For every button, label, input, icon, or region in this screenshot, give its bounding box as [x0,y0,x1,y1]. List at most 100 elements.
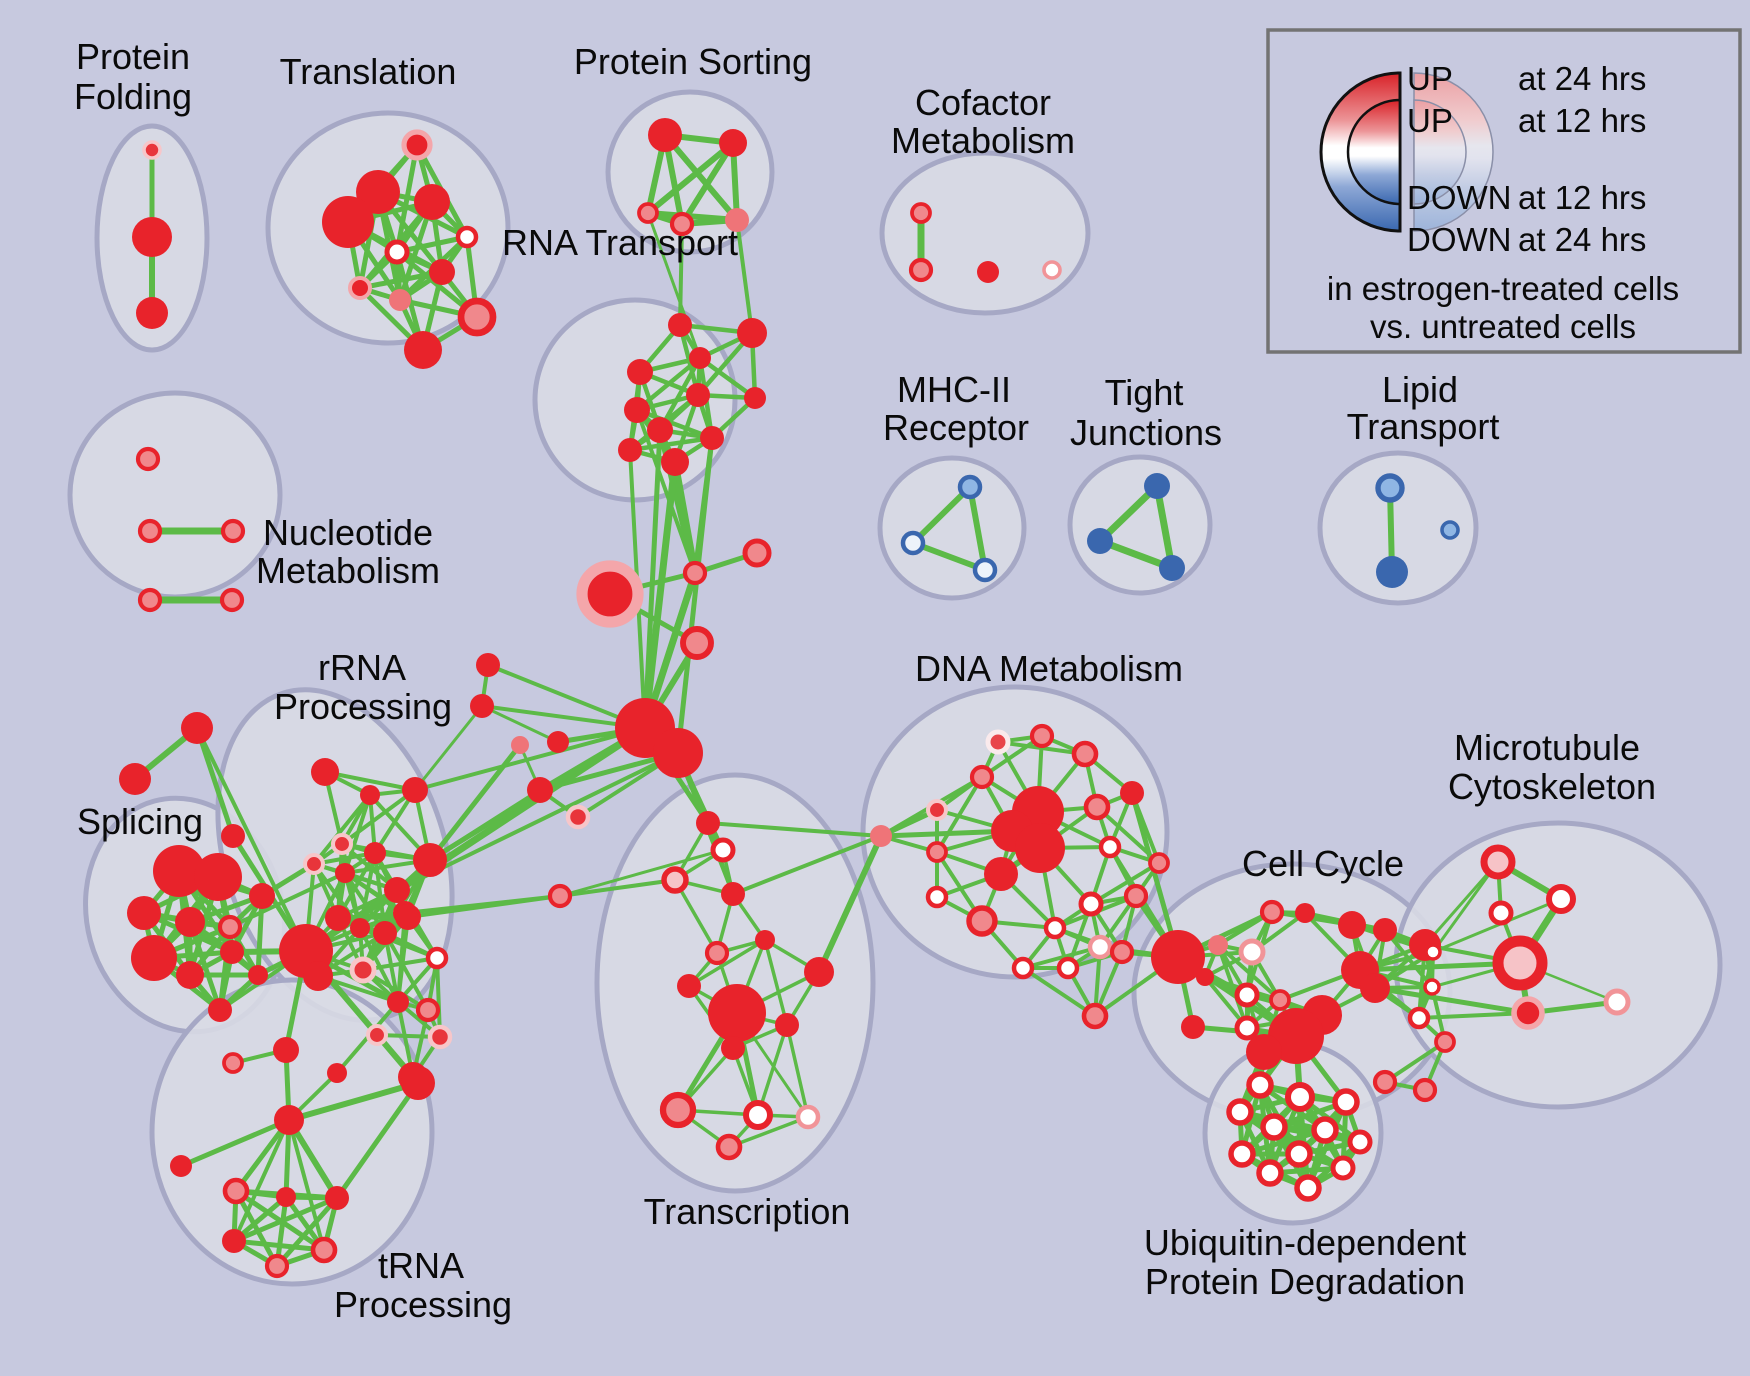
edge [816,833,884,975]
gene-node-tr1 [401,129,433,161]
edge [334,1080,421,1201]
edge [233,1188,280,1269]
edge [878,828,1015,839]
gene-node-cc2 [1259,899,1285,925]
gene-node-cc21 [1434,1031,1456,1053]
cluster-label-lipid-transport: Transport [1347,406,1500,447]
edge [231,1195,340,1244]
gene-node-s5 [527,777,553,803]
edge [1423,860,1500,947]
gene-node-cc16 [1268,1008,1324,1064]
gene-node-dc1 [870,825,892,847]
gene-node-tn2 [273,1037,299,1063]
gene-node-ts11 [721,1036,745,1060]
edge [1096,482,1161,545]
gene-node-nm2 [137,518,163,544]
cluster-label-mhc-ii: MHC-II [897,369,1011,410]
cluster-label-tight-junctions: Tight [1105,372,1184,413]
legend-time-label-1: at 12 hrs [1518,102,1646,139]
edge [731,834,883,896]
gene-node-sp2 [194,853,242,901]
gene-node-rt6 [624,397,650,423]
gene-node-mt2 [1546,884,1576,914]
gene-node-cf3 [977,261,999,283]
cluster-label-protein-folding: Protein [76,36,190,77]
edge [1372,985,1531,1016]
gene-node-tj3 [1159,555,1185,581]
gene-node-mt3 [1488,900,1514,926]
gene-node-ts10 [775,1013,799,1037]
gene-node-dm23 [1109,939,1135,965]
gene-node-ps5 [725,208,749,232]
gene-node-cc15 [1234,1015,1260,1041]
gene-node-sp1 [153,845,205,897]
edge [785,1023,810,1119]
edge [910,540,988,573]
edge [642,427,663,731]
cluster-label-mhc-ii: Receptor [883,407,1029,448]
gene-node-ps3 [637,202,659,224]
gene-node-dm21 [1056,956,1080,980]
gene-node-rt2 [737,318,767,348]
gene-node-rr3 [402,777,428,803]
gene-node-sp7 [176,961,204,989]
gene-node-dm17 [1123,883,1149,909]
gene-node-cc8 [1360,973,1390,1003]
edge [1021,966,1097,1018]
gene-node-rt9 [700,426,724,450]
legend-footer-text-0: in estrogen-treated cells [1327,270,1679,307]
gene-node-dm4 [969,764,995,790]
edge [662,132,740,223]
cluster-label-rna-transport: RNA Transport [502,222,738,263]
gene-node-rr13 [373,921,397,945]
gene-node-dm16 [1078,891,1104,917]
gene-node-s4 [547,731,569,753]
gene-node-ub2 [1285,1082,1315,1112]
gene-node-s1 [476,653,500,677]
gene-node-dm5 [925,798,949,822]
gene-node-sp8 [220,940,244,964]
edge [255,893,265,978]
gene-node-tr10 [457,297,497,337]
gene-node-ps2 [719,129,747,157]
edge [697,355,758,401]
gene-node-lt1 [1375,473,1405,503]
gene-node-cc17 [1246,1034,1282,1070]
gene-node-tn6 [274,1105,304,1135]
gene-node-ub8 [1228,1140,1256,1168]
gene-node-mh1 [957,474,983,500]
gene-node-ub4 [1226,1098,1254,1126]
gene-node-pf2 [132,217,172,257]
edge [1129,790,1181,960]
cluster-label-nucleotide: Metabolism [256,550,440,591]
edge [357,269,445,291]
gene-node-lt3 [1440,520,1460,540]
cluster-label-lipid-transport: Lipid [1382,369,1458,410]
gene-node-lt2 [1376,556,1408,588]
gene-node-mt7 [1372,1069,1398,1095]
legend-time-label-2: at 12 hrs [1518,179,1646,216]
gene-node-ub7 [1347,1129,1373,1155]
gene-node-tn12 [310,1236,338,1264]
gene-node-rr17 [349,956,377,984]
cluster-ellipse-cofactor [879,150,1091,316]
gene-node-ub11 [1330,1155,1356,1181]
gene-node-rr18 [425,946,449,970]
edge [679,140,736,227]
gene-node-pf1 [142,140,162,160]
gene-node-ts6 [704,940,730,966]
cluster-ellipse-mhc-ii [877,455,1027,601]
gene-node-cc3 [1295,903,1315,923]
gene-node-mt4 [1492,935,1548,991]
gene-node-dm22 [1011,956,1035,980]
legend-ring-icon [1319,71,1494,233]
edge [1021,945,1102,970]
edge [413,726,647,792]
edge [910,484,973,546]
cluster-label-ubiquitin: Ubiquitin-dependent [1144,1222,1466,1263]
